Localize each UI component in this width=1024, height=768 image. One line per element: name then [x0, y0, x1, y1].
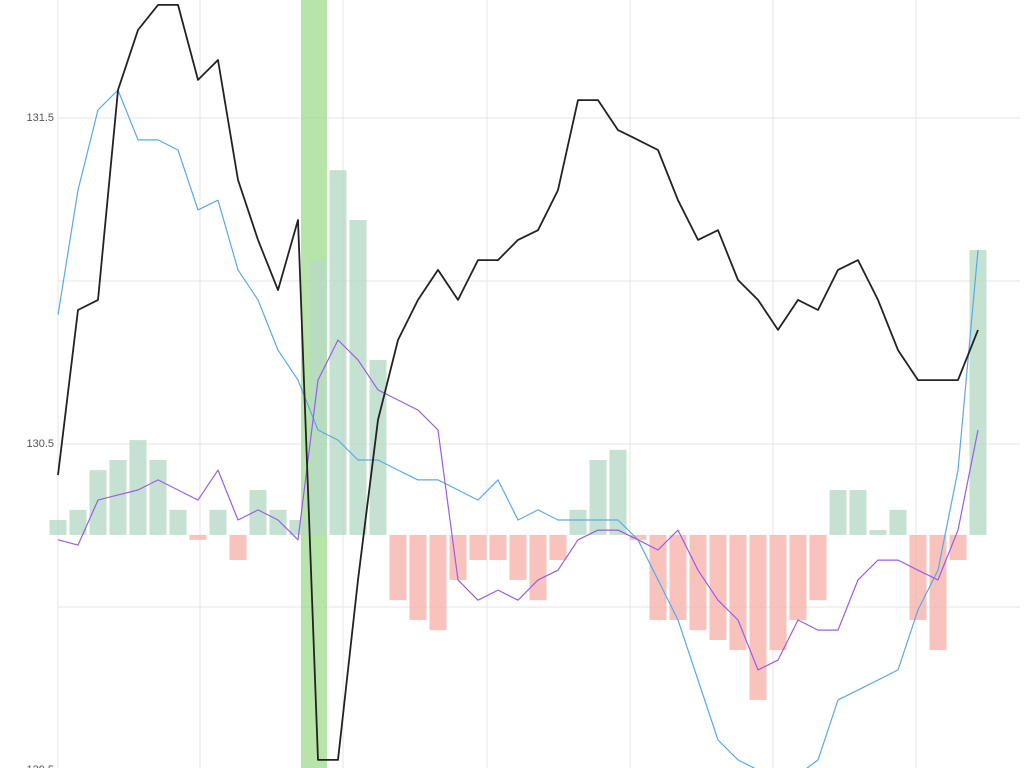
histogram-bar — [489, 534, 507, 561]
histogram-bar — [49, 519, 67, 535]
price-line — [57, 4, 979, 761]
histogram-bar — [909, 534, 927, 621]
histogram-bar — [429, 534, 447, 631]
histogram-bar — [409, 534, 427, 621]
histogram-bar — [289, 519, 307, 535]
histogram-bar — [529, 534, 547, 601]
histogram-bar — [929, 534, 947, 651]
histogram-bar — [869, 530, 887, 535]
histogram-bar — [69, 509, 87, 535]
price-line — [57, 339, 979, 671]
histogram-bar — [389, 534, 407, 601]
histogram-bar — [549, 534, 567, 561]
histogram-bar — [109, 459, 127, 535]
histogram-bar — [449, 534, 467, 580]
histogram-bar — [889, 509, 907, 535]
histogram-bar — [569, 509, 587, 535]
histogram-bar — [669, 534, 687, 621]
histogram-bar — [749, 534, 767, 700]
price-line — [57, 89, 979, 768]
histogram-bar — [349, 220, 367, 535]
histogram-bar — [89, 470, 107, 535]
histogram-bar — [169, 509, 187, 535]
histogram-bar — [309, 260, 327, 535]
histogram-bar — [689, 534, 707, 631]
histogram-bar — [189, 534, 207, 540]
histogram-bar — [469, 534, 487, 561]
histogram-bar — [629, 534, 647, 540]
histogram-bar — [709, 534, 727, 640]
histogram-bar — [369, 359, 387, 535]
histogram-bar — [609, 449, 627, 535]
histogram-bar — [729, 534, 747, 651]
y-tick-label: 129.5 — [26, 764, 54, 768]
histogram-bar — [849, 489, 867, 535]
y-tick-label: 130.5 — [26, 438, 54, 450]
histogram-bar — [949, 534, 967, 561]
histogram-bar — [129, 440, 147, 535]
histogram-bar — [649, 534, 667, 621]
histogram-bar — [509, 534, 527, 580]
histogram-bar — [769, 534, 787, 651]
histogram-bar — [229, 534, 247, 561]
histogram-bar — [209, 509, 227, 535]
histogram-bar — [249, 489, 267, 535]
histogram-bar — [809, 534, 827, 601]
histogram-bar — [969, 250, 987, 535]
y-tick-label: 131.5 — [26, 112, 54, 124]
histogram-bar — [789, 534, 807, 621]
histogram-bar — [149, 459, 167, 535]
histogram-bar — [829, 489, 847, 535]
histogram-bar — [269, 509, 287, 535]
histogram-bar — [589, 459, 607, 535]
